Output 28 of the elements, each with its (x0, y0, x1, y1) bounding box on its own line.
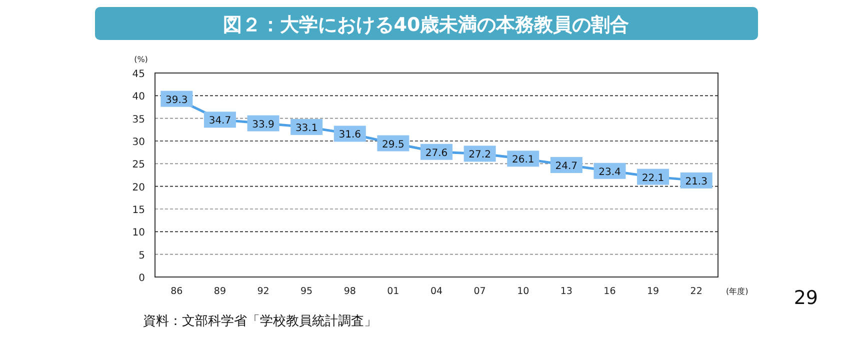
x-tick-label: 13 (560, 286, 572, 297)
x-tick-label: 22 (690, 286, 702, 297)
y-tick-label: 30 (132, 137, 145, 148)
y-tick-label: 15 (132, 205, 145, 216)
y-tick-label: 25 (132, 160, 145, 171)
x-tick-label: 04 (430, 286, 443, 297)
x-tick-label: 10 (517, 286, 530, 297)
y-tick-label: 45 (132, 69, 145, 80)
text: 資料：文部科学省「学校教員統計調査」 (143, 314, 377, 329)
y-tick-label: 0 (138, 273, 145, 284)
x-tick-label: 89 (214, 286, 226, 297)
y-axis-title: (%) (134, 55, 148, 64)
x-tick-label: 98 (344, 286, 356, 297)
x-tick-label: 95 (300, 286, 313, 297)
x-tick-label: 86 (170, 286, 183, 297)
x-tick-label: 16 (604, 286, 616, 297)
text: 29 (794, 287, 818, 309)
y-tick-label: 35 (132, 114, 145, 126)
x-tick-label: 19 (646, 286, 660, 297)
y-tick-label: 40 (132, 92, 145, 103)
y-tick-label: 20 (132, 182, 145, 194)
x-axis-title: (年度) (726, 287, 748, 296)
x-tick-label: 07 (474, 286, 486, 297)
y-tick-label: 10 (132, 228, 145, 239)
x-tick-label: 01 (387, 286, 400, 297)
x-tick-label: 92 (257, 286, 270, 297)
y-tick-label: 5 (138, 250, 145, 262)
chart-title: 図２：大学における40歳未満の本務教員の割合 (222, 14, 630, 36)
